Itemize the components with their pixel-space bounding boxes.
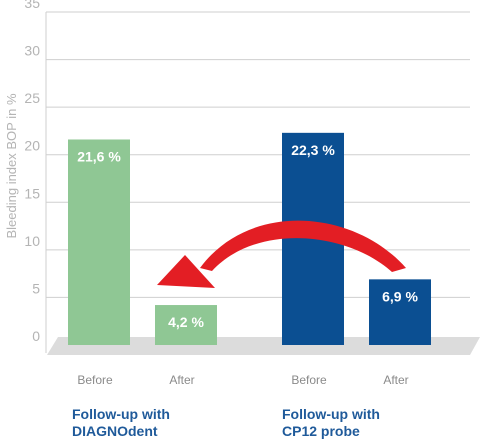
bar-value-label: 6,9 %: [382, 288, 418, 304]
y-axis-label: Bleeding index BOP in %: [4, 93, 19, 238]
y-tick-label: 25: [24, 90, 40, 106]
y-tick-label: 0: [32, 328, 40, 344]
arrow-shaft: [200, 220, 406, 272]
x-axis-categories: Before After Before After: [77, 373, 408, 387]
bar: [155, 305, 217, 345]
bar-value-label: 22,3 %: [291, 142, 335, 158]
y-tick-label: 15: [24, 185, 40, 201]
group-1-label-line2: DIAGNOdent: [72, 423, 158, 439]
category-label: After: [383, 373, 408, 387]
y-tick-label: 5: [32, 280, 40, 296]
group-label-diagnodent: Follow-up with DIAGNOdent: [72, 406, 170, 439]
y-axis-ticks: 0 5 10 15 20 25 30 35: [24, 0, 40, 344]
bar: [369, 279, 431, 345]
group-label-cp12: Follow-up with CP12 probe: [282, 406, 380, 439]
category-label: Before: [77, 373, 113, 387]
y-tick-label: 30: [24, 43, 40, 59]
group-1-label-line1: Follow-up with: [72, 406, 170, 422]
category-label: After: [169, 373, 194, 387]
y-tick-label: 20: [24, 138, 40, 154]
group-2-label-line2: CP12 probe: [282, 423, 360, 439]
bar-value-label: 4,2 %: [168, 314, 204, 330]
bar: [68, 139, 130, 345]
bar-value-labels: 21,6 % 4,2 % 22,3 % 6,9 %: [77, 142, 418, 330]
arrow-annotation: [157, 220, 406, 288]
group-2-label-line1: Follow-up with: [282, 406, 380, 422]
arrow-head: [157, 255, 215, 288]
bar-value-label: 21,6 %: [77, 148, 121, 164]
y-tick-label: 10: [24, 233, 40, 249]
category-label: Before: [291, 373, 327, 387]
y-tick-label: 35: [24, 0, 40, 11]
